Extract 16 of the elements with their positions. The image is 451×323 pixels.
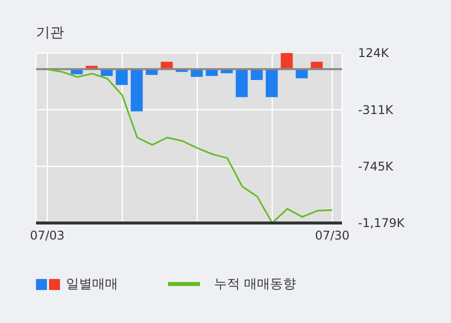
bar xyxy=(250,69,263,80)
bar xyxy=(266,69,278,98)
bar xyxy=(130,69,143,112)
y-tick-label: -311K xyxy=(358,102,394,117)
y-tick-label: 124K xyxy=(358,46,390,60)
bar xyxy=(236,69,248,98)
chart-title: 기관 xyxy=(36,24,64,42)
legend-label: 누적 매매동향 xyxy=(214,276,296,293)
x-tick-label: 07/30 xyxy=(314,228,350,243)
x-tick-label: 07/03 xyxy=(30,228,65,243)
y-tick-label: -745K xyxy=(358,159,394,174)
line-series xyxy=(46,68,334,223)
y-tick-label: -1,179K xyxy=(358,216,406,230)
legend-label: 일별매매 xyxy=(66,276,118,293)
bar xyxy=(116,69,128,85)
bar xyxy=(280,53,293,70)
